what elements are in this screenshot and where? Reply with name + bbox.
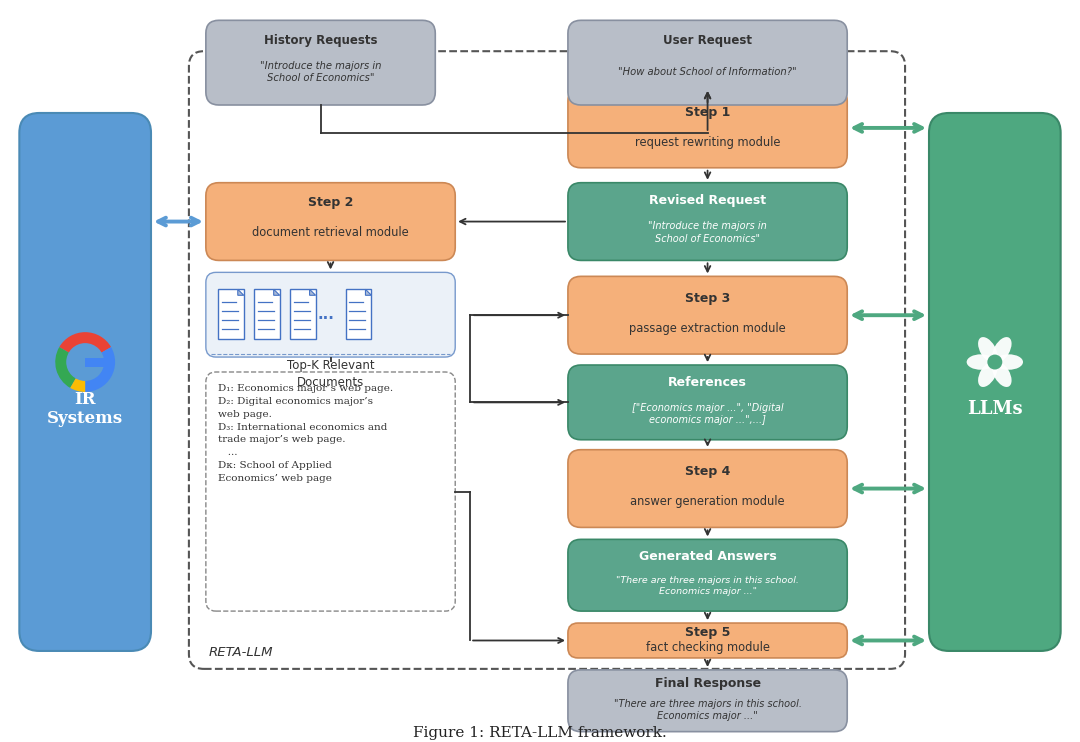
Text: ...: ... — [318, 306, 334, 322]
FancyBboxPatch shape — [218, 289, 244, 339]
FancyBboxPatch shape — [568, 450, 847, 528]
Text: answer generation module: answer generation module — [631, 495, 785, 508]
Text: document retrieval module: document retrieval module — [252, 226, 409, 239]
FancyBboxPatch shape — [568, 183, 847, 260]
Text: D₁: Economics major’s web page.
D₂: Digital economics major’s
web page.
D₃: Inte: D₁: Economics major’s web page. D₂: Digi… — [218, 384, 393, 483]
Text: Revised Request: Revised Request — [649, 194, 766, 207]
Ellipse shape — [993, 337, 1012, 363]
Text: request rewriting module: request rewriting module — [635, 137, 781, 149]
Text: "How about School of Information?": "How about School of Information?" — [618, 67, 797, 77]
Circle shape — [66, 343, 104, 381]
FancyBboxPatch shape — [346, 289, 372, 339]
Text: passage extraction module: passage extraction module — [630, 322, 786, 335]
Text: Figure 1: RETA-LLM framework.: Figure 1: RETA-LLM framework. — [414, 726, 666, 740]
FancyBboxPatch shape — [568, 623, 847, 658]
Text: History Requests: History Requests — [264, 33, 377, 47]
Ellipse shape — [978, 361, 998, 387]
Text: Step 4: Step 4 — [685, 465, 730, 478]
FancyBboxPatch shape — [19, 113, 151, 651]
FancyBboxPatch shape — [568, 88, 847, 168]
FancyBboxPatch shape — [568, 365, 847, 440]
Text: "There are three majors in this school.
Economics major ...": "There are three majors in this school. … — [616, 576, 799, 597]
FancyBboxPatch shape — [289, 289, 315, 339]
FancyBboxPatch shape — [568, 20, 847, 105]
Wedge shape — [85, 347, 116, 392]
FancyBboxPatch shape — [568, 276, 847, 354]
Text: fact checking module: fact checking module — [646, 642, 770, 654]
Polygon shape — [365, 289, 372, 295]
Text: Top-K Relevant
Documents: Top-K Relevant Documents — [286, 359, 375, 389]
FancyBboxPatch shape — [206, 20, 435, 105]
Text: Generated Answers: Generated Answers — [638, 550, 777, 562]
Text: LLMs: LLMs — [967, 400, 1023, 418]
Ellipse shape — [993, 361, 1012, 387]
Text: "Introduce the majors in
School of Economics": "Introduce the majors in School of Econo… — [648, 221, 767, 243]
Ellipse shape — [978, 337, 998, 363]
Polygon shape — [310, 289, 315, 295]
Text: "There are three majors in this school.
Economics major ...": "There are three majors in this school. … — [613, 698, 801, 721]
Text: ["Economics major ...", "Digital
economics major ...",...]: ["Economics major ...", "Digital economi… — [632, 403, 783, 425]
Text: Step 5: Step 5 — [685, 626, 730, 639]
FancyBboxPatch shape — [568, 539, 847, 611]
Ellipse shape — [967, 355, 995, 370]
FancyBboxPatch shape — [206, 183, 455, 260]
Text: RETA-LLM: RETA-LLM — [208, 646, 273, 659]
Wedge shape — [70, 362, 85, 392]
Text: "Introduce the majors in
School of Economics": "Introduce the majors in School of Econo… — [260, 61, 381, 83]
Text: User Request: User Request — [663, 33, 752, 47]
Polygon shape — [238, 289, 244, 295]
FancyBboxPatch shape — [568, 670, 847, 732]
Text: References: References — [669, 376, 747, 390]
FancyBboxPatch shape — [254, 289, 280, 339]
Text: Step 2: Step 2 — [308, 196, 353, 209]
Wedge shape — [59, 332, 111, 362]
FancyBboxPatch shape — [929, 113, 1061, 651]
FancyBboxPatch shape — [85, 358, 109, 367]
Wedge shape — [55, 347, 85, 388]
Text: Step 1: Step 1 — [685, 106, 730, 119]
FancyBboxPatch shape — [206, 372, 455, 611]
FancyBboxPatch shape — [206, 272, 455, 357]
Polygon shape — [273, 289, 280, 295]
Ellipse shape — [995, 355, 1023, 370]
Text: Step 3: Step 3 — [685, 292, 730, 305]
Text: IR
Systems: IR Systems — [48, 390, 123, 427]
Text: Final Response: Final Response — [654, 677, 760, 690]
Circle shape — [987, 355, 1002, 370]
